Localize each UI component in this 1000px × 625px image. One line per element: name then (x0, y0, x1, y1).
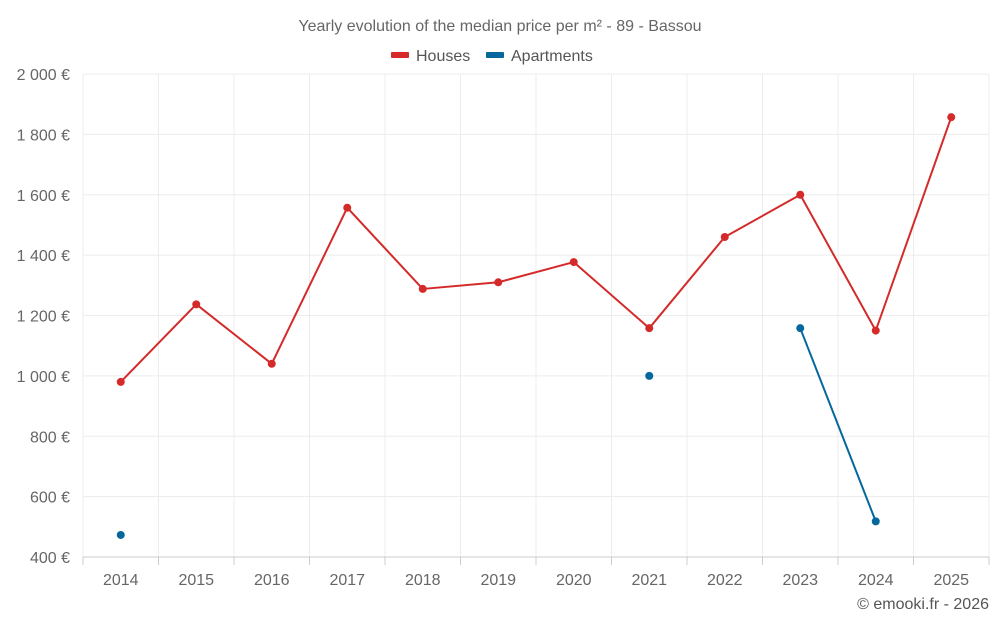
data-point-houses[interactable] (267, 359, 276, 368)
series-houses (116, 113, 956, 386)
data-point-houses[interactable] (494, 278, 503, 287)
data-point-apartments[interactable] (645, 371, 654, 380)
y-tick-label: 1 400 € (17, 248, 70, 265)
credit-text: © emooki.fr - 2026 (857, 596, 989, 613)
y-tick-label: 1 000 € (17, 369, 70, 386)
data-point-houses[interactable] (720, 233, 729, 242)
legend-item-houses[interactable]: Houses (391, 48, 470, 65)
grid (82, 73, 990, 558)
data-point-houses[interactable] (645, 324, 654, 333)
series-line-apartments (799, 327, 877, 522)
x-tick-label: 2025 (933, 572, 969, 589)
legend-swatch-apartments (486, 52, 504, 58)
data-point-houses[interactable] (569, 258, 578, 267)
legend-item-apartments[interactable]: Apartments (486, 48, 593, 65)
data-point-apartments[interactable] (871, 517, 880, 526)
y-tick-label: 600 € (30, 490, 70, 507)
data-point-houses[interactable] (343, 203, 352, 212)
data-point-houses[interactable] (871, 326, 880, 335)
data-point-houses[interactable] (796, 190, 805, 199)
y-tick-label: 1 200 € (17, 309, 70, 326)
data-point-houses[interactable] (192, 300, 201, 309)
x-tick-label: 2018 (405, 572, 441, 589)
x-tick-label: 2021 (631, 572, 667, 589)
x-tick-label: 2019 (480, 572, 516, 589)
data-point-apartments[interactable] (796, 324, 805, 333)
series (116, 113, 956, 539)
x-tick-label: 2024 (858, 572, 894, 589)
x-tick-label: 2017 (329, 572, 365, 589)
chart-title: Yearly evolution of the median price per… (298, 18, 701, 35)
x-tick-label: 2016 (254, 572, 290, 589)
data-point-houses[interactable] (116, 377, 125, 386)
y-tick-label: 1 800 € (17, 127, 70, 144)
y-tick-label: 400 € (30, 550, 70, 567)
data-point-houses[interactable] (947, 113, 956, 122)
x-tick-label: 2020 (556, 572, 592, 589)
x-tick-label: 2023 (782, 572, 818, 589)
x-tick-label: 2022 (707, 572, 743, 589)
data-point-apartments[interactable] (116, 530, 125, 539)
axes: 400 € 600 € 800 € 1 000 € 1 200 € 1 400 € 1 60… (17, 67, 990, 589)
y-tick-label: 2 000 € (17, 67, 70, 84)
series-line-houses (120, 116, 953, 383)
x-tick-label: 2015 (178, 572, 214, 589)
legend-label-houses: Houses (416, 48, 470, 65)
legend-swatch-houses (391, 52, 409, 58)
data-point-houses[interactable] (418, 284, 427, 293)
y-tick-label: 1 600 € (17, 188, 70, 205)
legend-label-apartments: Apartments (511, 48, 593, 65)
legend: Houses Apartments (391, 48, 593, 65)
series-apartments (116, 324, 880, 539)
x-tick-label: 2014 (103, 572, 139, 589)
y-tick-label: 800 € (30, 429, 70, 446)
